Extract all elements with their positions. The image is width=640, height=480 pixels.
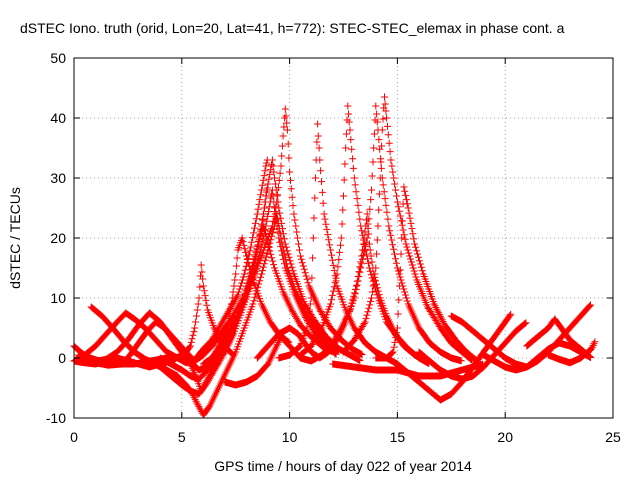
chart-title: dSTEC Iono. truth (orid, Lon=20, Lat=41,… <box>20 20 565 36</box>
series-12 <box>275 120 390 362</box>
data-marks <box>70 93 599 419</box>
axis-ticks <box>73 57 614 419</box>
series-13 <box>296 102 433 367</box>
x-axis-label: GPS time / hours of day 022 of year 2014 <box>214 458 472 474</box>
x-tick-label: 5 <box>178 429 186 445</box>
y-tick-label: -10 <box>46 410 66 426</box>
y-tick-label: 10 <box>50 290 66 306</box>
series-22 <box>544 338 599 367</box>
y-tick-label: 0 <box>58 350 66 366</box>
y-tick-labels: -10 0 10 20 30 40 50 <box>46 50 66 426</box>
y-axis-label: dSTEC / TECUs <box>7 187 23 289</box>
series-markers <box>296 102 433 367</box>
series-markers <box>275 120 390 362</box>
series-markers <box>340 93 476 364</box>
series-14 <box>340 93 476 364</box>
y-tick-label: 20 <box>50 230 66 246</box>
x-tick-label: 0 <box>70 429 78 445</box>
y-tick-label: 40 <box>50 110 66 126</box>
series-markers <box>70 184 271 374</box>
x-tick-label: 10 <box>282 429 298 445</box>
x-tick-labels: 0 5 10 15 20 25 <box>70 429 621 445</box>
y-tick-label: 30 <box>50 170 66 186</box>
series-markers <box>544 338 599 367</box>
x-tick-label: 20 <box>497 429 513 445</box>
series-1 <box>70 184 271 374</box>
x-tick-label: 15 <box>390 429 406 445</box>
y-tick-label: 50 <box>50 50 66 66</box>
x-tick-label: 25 <box>605 429 621 445</box>
